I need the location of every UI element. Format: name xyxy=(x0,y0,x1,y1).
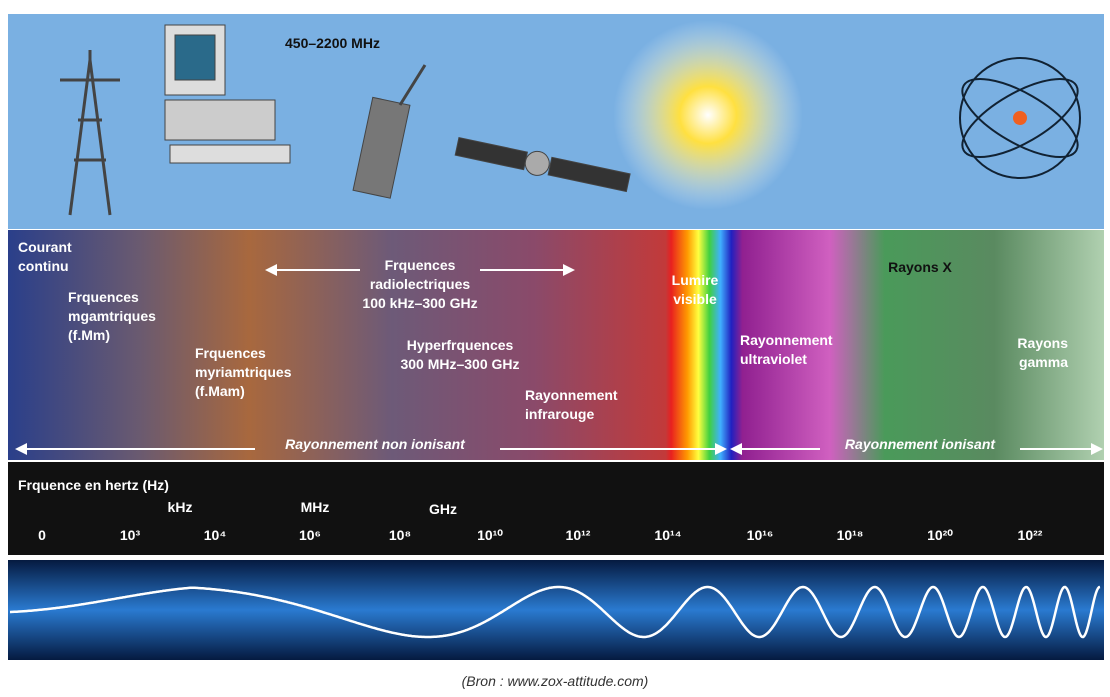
frequency-tick: 10¹⁴ xyxy=(654,527,681,543)
region-label: Rayons X xyxy=(888,259,952,275)
region-label: continu xyxy=(18,258,69,274)
frequency-tick: 10²² xyxy=(1018,527,1043,543)
frequency-tick: 10¹⁸ xyxy=(837,527,864,543)
region-label: 100 kHz–300 GHz xyxy=(362,295,477,311)
region-label: myriamtriques xyxy=(195,364,292,380)
frequency-unit: kHz xyxy=(168,499,193,515)
region-label: Frquences xyxy=(195,345,266,361)
region-label: Frquences xyxy=(68,289,139,305)
frequency-tick: 10⁸ xyxy=(389,527,411,543)
region-label: Lumire xyxy=(672,272,719,288)
frequency-tick: 10¹⁶ xyxy=(747,527,774,543)
region-label: (f.Mam) xyxy=(195,383,245,399)
region-label: gamma xyxy=(1019,354,1068,370)
scale-title: Frquence en hertz (Hz) xyxy=(18,477,169,493)
spectrum-diagram: 450–2200 MHz Courant continu Frquences mgam… xyxy=(0,0,1110,697)
region-label: Hyperfrquences xyxy=(407,337,514,353)
region-label: Rayons xyxy=(1017,335,1068,351)
region-label: mgamtriques xyxy=(68,308,156,324)
region-label: Rayonnement xyxy=(525,387,618,403)
frequency-tick: 10²⁰ xyxy=(927,527,953,543)
frequency-tick: 10³ xyxy=(120,527,141,543)
region-label: (f.Mm) xyxy=(68,327,110,343)
region-label: Rayonnement xyxy=(740,332,833,348)
frequency-tick: 0 xyxy=(38,527,46,543)
ionising-label: Rayonnement ionisant xyxy=(845,436,996,452)
region-label: Frquences xyxy=(385,257,456,273)
frequency-tick: 10⁴ xyxy=(204,527,227,543)
wave-band xyxy=(8,560,1104,660)
region-label: visible xyxy=(673,291,717,307)
region-label: radiolectriques xyxy=(370,276,471,292)
frequency-unit: GHz xyxy=(429,501,457,517)
region-label: infrarouge xyxy=(525,406,594,422)
region-label: 300 MHz–300 GHz xyxy=(400,356,519,372)
non-ionising-label: Rayonnement non ionisant xyxy=(285,436,466,452)
region-label: Courant xyxy=(18,239,72,255)
frequency-tick: 10¹² xyxy=(566,527,591,543)
frequency-unit: MHz xyxy=(301,499,330,515)
caption: (Bron : www.zox-attitude.com) xyxy=(462,673,649,689)
region-label: ultraviolet xyxy=(740,351,807,367)
phone-frequency: 450–2200 MHz xyxy=(285,35,380,51)
sun xyxy=(613,20,803,210)
frequency-tick: 10¹⁰ xyxy=(477,527,503,543)
frequency-tick: 10⁶ xyxy=(299,527,321,543)
